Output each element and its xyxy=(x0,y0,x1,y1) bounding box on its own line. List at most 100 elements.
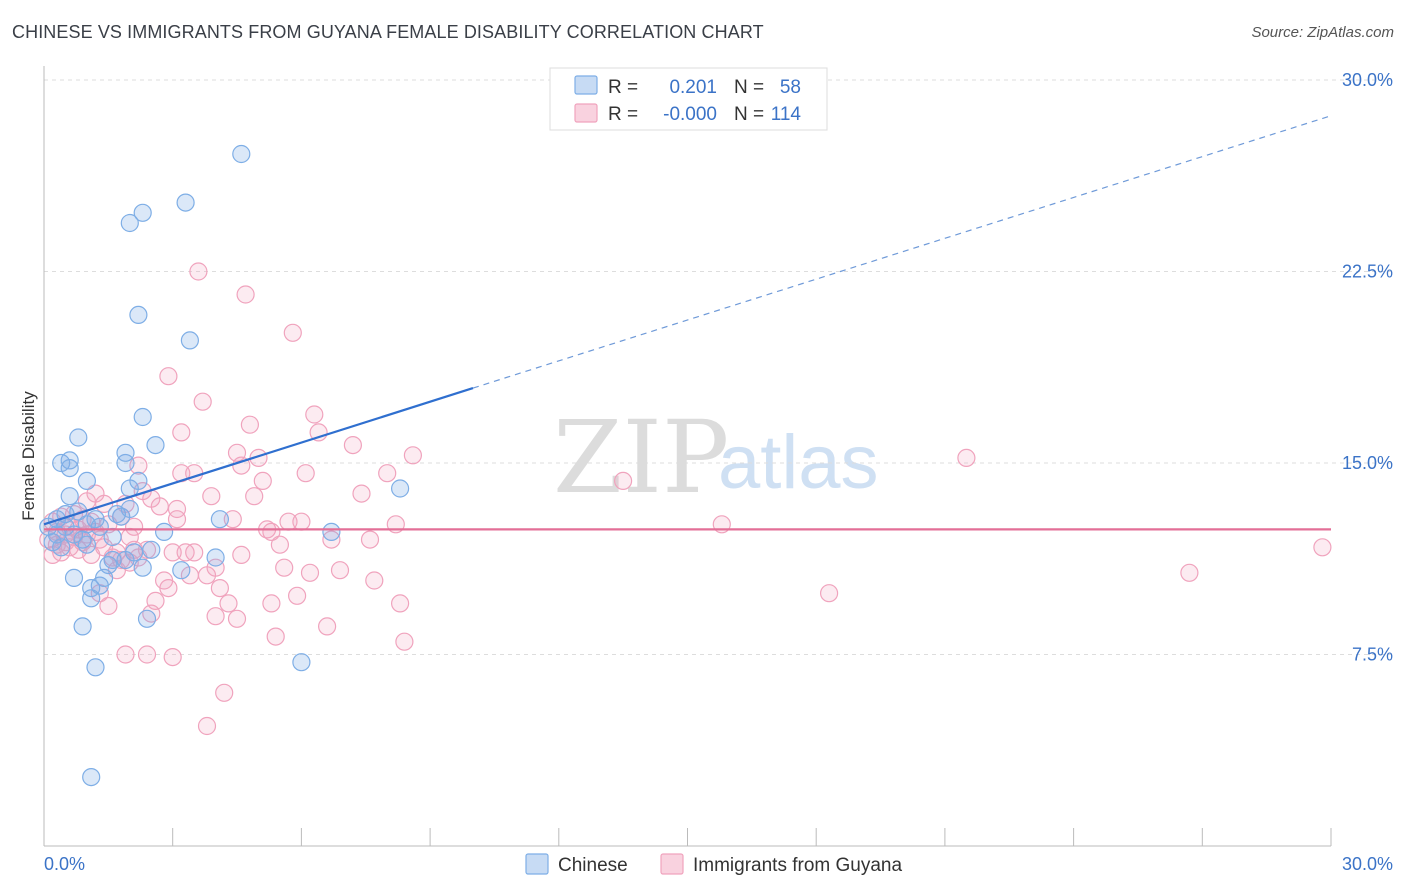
guyana-point xyxy=(296,464,315,483)
legend-n-value: 58 xyxy=(780,77,801,98)
legend-r-label: R = xyxy=(608,104,638,125)
guyana-point xyxy=(206,607,225,626)
chinese-point xyxy=(82,767,101,787)
guyana-point xyxy=(223,510,242,529)
guyana-point xyxy=(819,584,839,603)
guyana-point xyxy=(403,446,422,465)
guyana-point xyxy=(116,645,135,664)
legend-n-label: N = xyxy=(734,77,764,98)
chinese-point xyxy=(129,305,148,324)
chinese-point xyxy=(86,658,105,677)
y-tick-labels: 7.5% 15.0% 22.5% 30.0% xyxy=(1342,70,1393,665)
chinese-point xyxy=(292,653,311,672)
guyana-point xyxy=(957,448,976,467)
guyana-point xyxy=(232,545,251,565)
chinese-point xyxy=(73,617,92,636)
guyana-point xyxy=(163,543,182,562)
data-points xyxy=(39,144,1332,787)
x-tick-labels: 0.0% 30.0% xyxy=(44,854,1393,874)
chinese-point xyxy=(146,436,165,455)
chart-title: CHINESE VS IMMIGRANTS FROM GUYANA FEMALE… xyxy=(12,22,764,42)
guyana-point xyxy=(305,405,324,424)
guyana-point xyxy=(206,558,225,577)
chinese-point xyxy=(77,471,97,490)
chinese-point xyxy=(133,558,152,577)
chinese-point xyxy=(52,538,71,557)
legend-r-value: -0.000 xyxy=(663,104,717,125)
guyana-point xyxy=(262,594,281,613)
chinese-point xyxy=(137,609,157,628)
chinese-point xyxy=(125,543,144,562)
guyana-point xyxy=(292,512,311,531)
guyana-point xyxy=(275,558,294,577)
chinese-trend-line xyxy=(43,387,474,526)
guyana-point xyxy=(202,487,221,506)
legend-n-label: N = xyxy=(734,104,764,125)
guyana-point xyxy=(197,716,217,736)
guyana-point xyxy=(391,594,410,613)
guyana-point xyxy=(288,586,307,605)
y-tick-label: 15.0% xyxy=(1342,453,1393,473)
guyana-point xyxy=(253,471,272,490)
chinese-point xyxy=(155,522,174,542)
chinese-point xyxy=(116,443,135,462)
guyana-point xyxy=(245,487,264,506)
guyana-point xyxy=(146,591,165,611)
chinese-point xyxy=(120,499,139,519)
guyana-point xyxy=(125,517,144,536)
guyana-point xyxy=(185,543,204,562)
legend-swatch-chinese xyxy=(525,853,549,875)
chinese-point xyxy=(391,479,410,498)
guyana-point xyxy=(193,392,212,411)
chinese-point xyxy=(82,589,101,608)
guyana-point xyxy=(360,530,380,549)
guyana-point xyxy=(137,645,157,664)
watermark-zip: ZIP xyxy=(553,399,729,516)
x-ticks xyxy=(43,828,1332,846)
chinese-point xyxy=(180,331,199,350)
chinese-point xyxy=(116,453,135,473)
y-tick-label: 30.0% xyxy=(1342,70,1393,90)
x-tick-label: 30.0% xyxy=(1342,854,1393,874)
guyana-point xyxy=(189,262,208,281)
chinese-point xyxy=(103,527,122,547)
chinese-point xyxy=(103,550,122,570)
guyana-point xyxy=(352,484,371,503)
legend-swatch-chinese xyxy=(574,75,598,95)
chinese-point xyxy=(69,428,88,447)
chinese-point xyxy=(60,459,79,478)
guyana-point xyxy=(283,323,302,342)
chinese-point xyxy=(133,203,152,222)
guyana-point xyxy=(236,285,255,304)
guyana-point xyxy=(1180,563,1199,582)
guyana-point xyxy=(330,561,350,580)
y-tick-label: 22.5% xyxy=(1342,262,1393,282)
chinese-point xyxy=(60,487,79,506)
guyana-point xyxy=(613,471,633,490)
trend-lines xyxy=(43,115,1332,531)
chinese-point xyxy=(77,535,97,554)
chinese-point xyxy=(232,144,251,164)
chinese-point xyxy=(133,407,152,427)
legend-r-label: R = xyxy=(608,77,638,98)
chinese-point xyxy=(142,540,161,559)
stats-legend: R = 0.201 N = 58 R = -0.000 N = 114 xyxy=(549,67,828,131)
guyana-point xyxy=(167,499,187,519)
chinese-point xyxy=(206,548,225,567)
guyana-point xyxy=(227,609,247,628)
guyana-point xyxy=(270,535,289,554)
chinese-point xyxy=(172,561,191,580)
chinese-point xyxy=(129,471,148,490)
guyana-point xyxy=(300,563,320,582)
x-tick-label: 0.0% xyxy=(44,854,85,874)
guyana-point xyxy=(159,578,178,598)
guyana-point xyxy=(318,617,337,636)
guyana-point xyxy=(159,367,178,386)
legend-label-guyana: Immigrants from Guyana xyxy=(693,855,902,876)
legend-swatch-guyana xyxy=(574,103,598,123)
legend-r-value: 0.201 xyxy=(669,77,717,98)
legend-swatch-guyana xyxy=(660,853,684,875)
chinese-point xyxy=(120,213,139,233)
watermark: ZIP atlas xyxy=(553,399,879,516)
